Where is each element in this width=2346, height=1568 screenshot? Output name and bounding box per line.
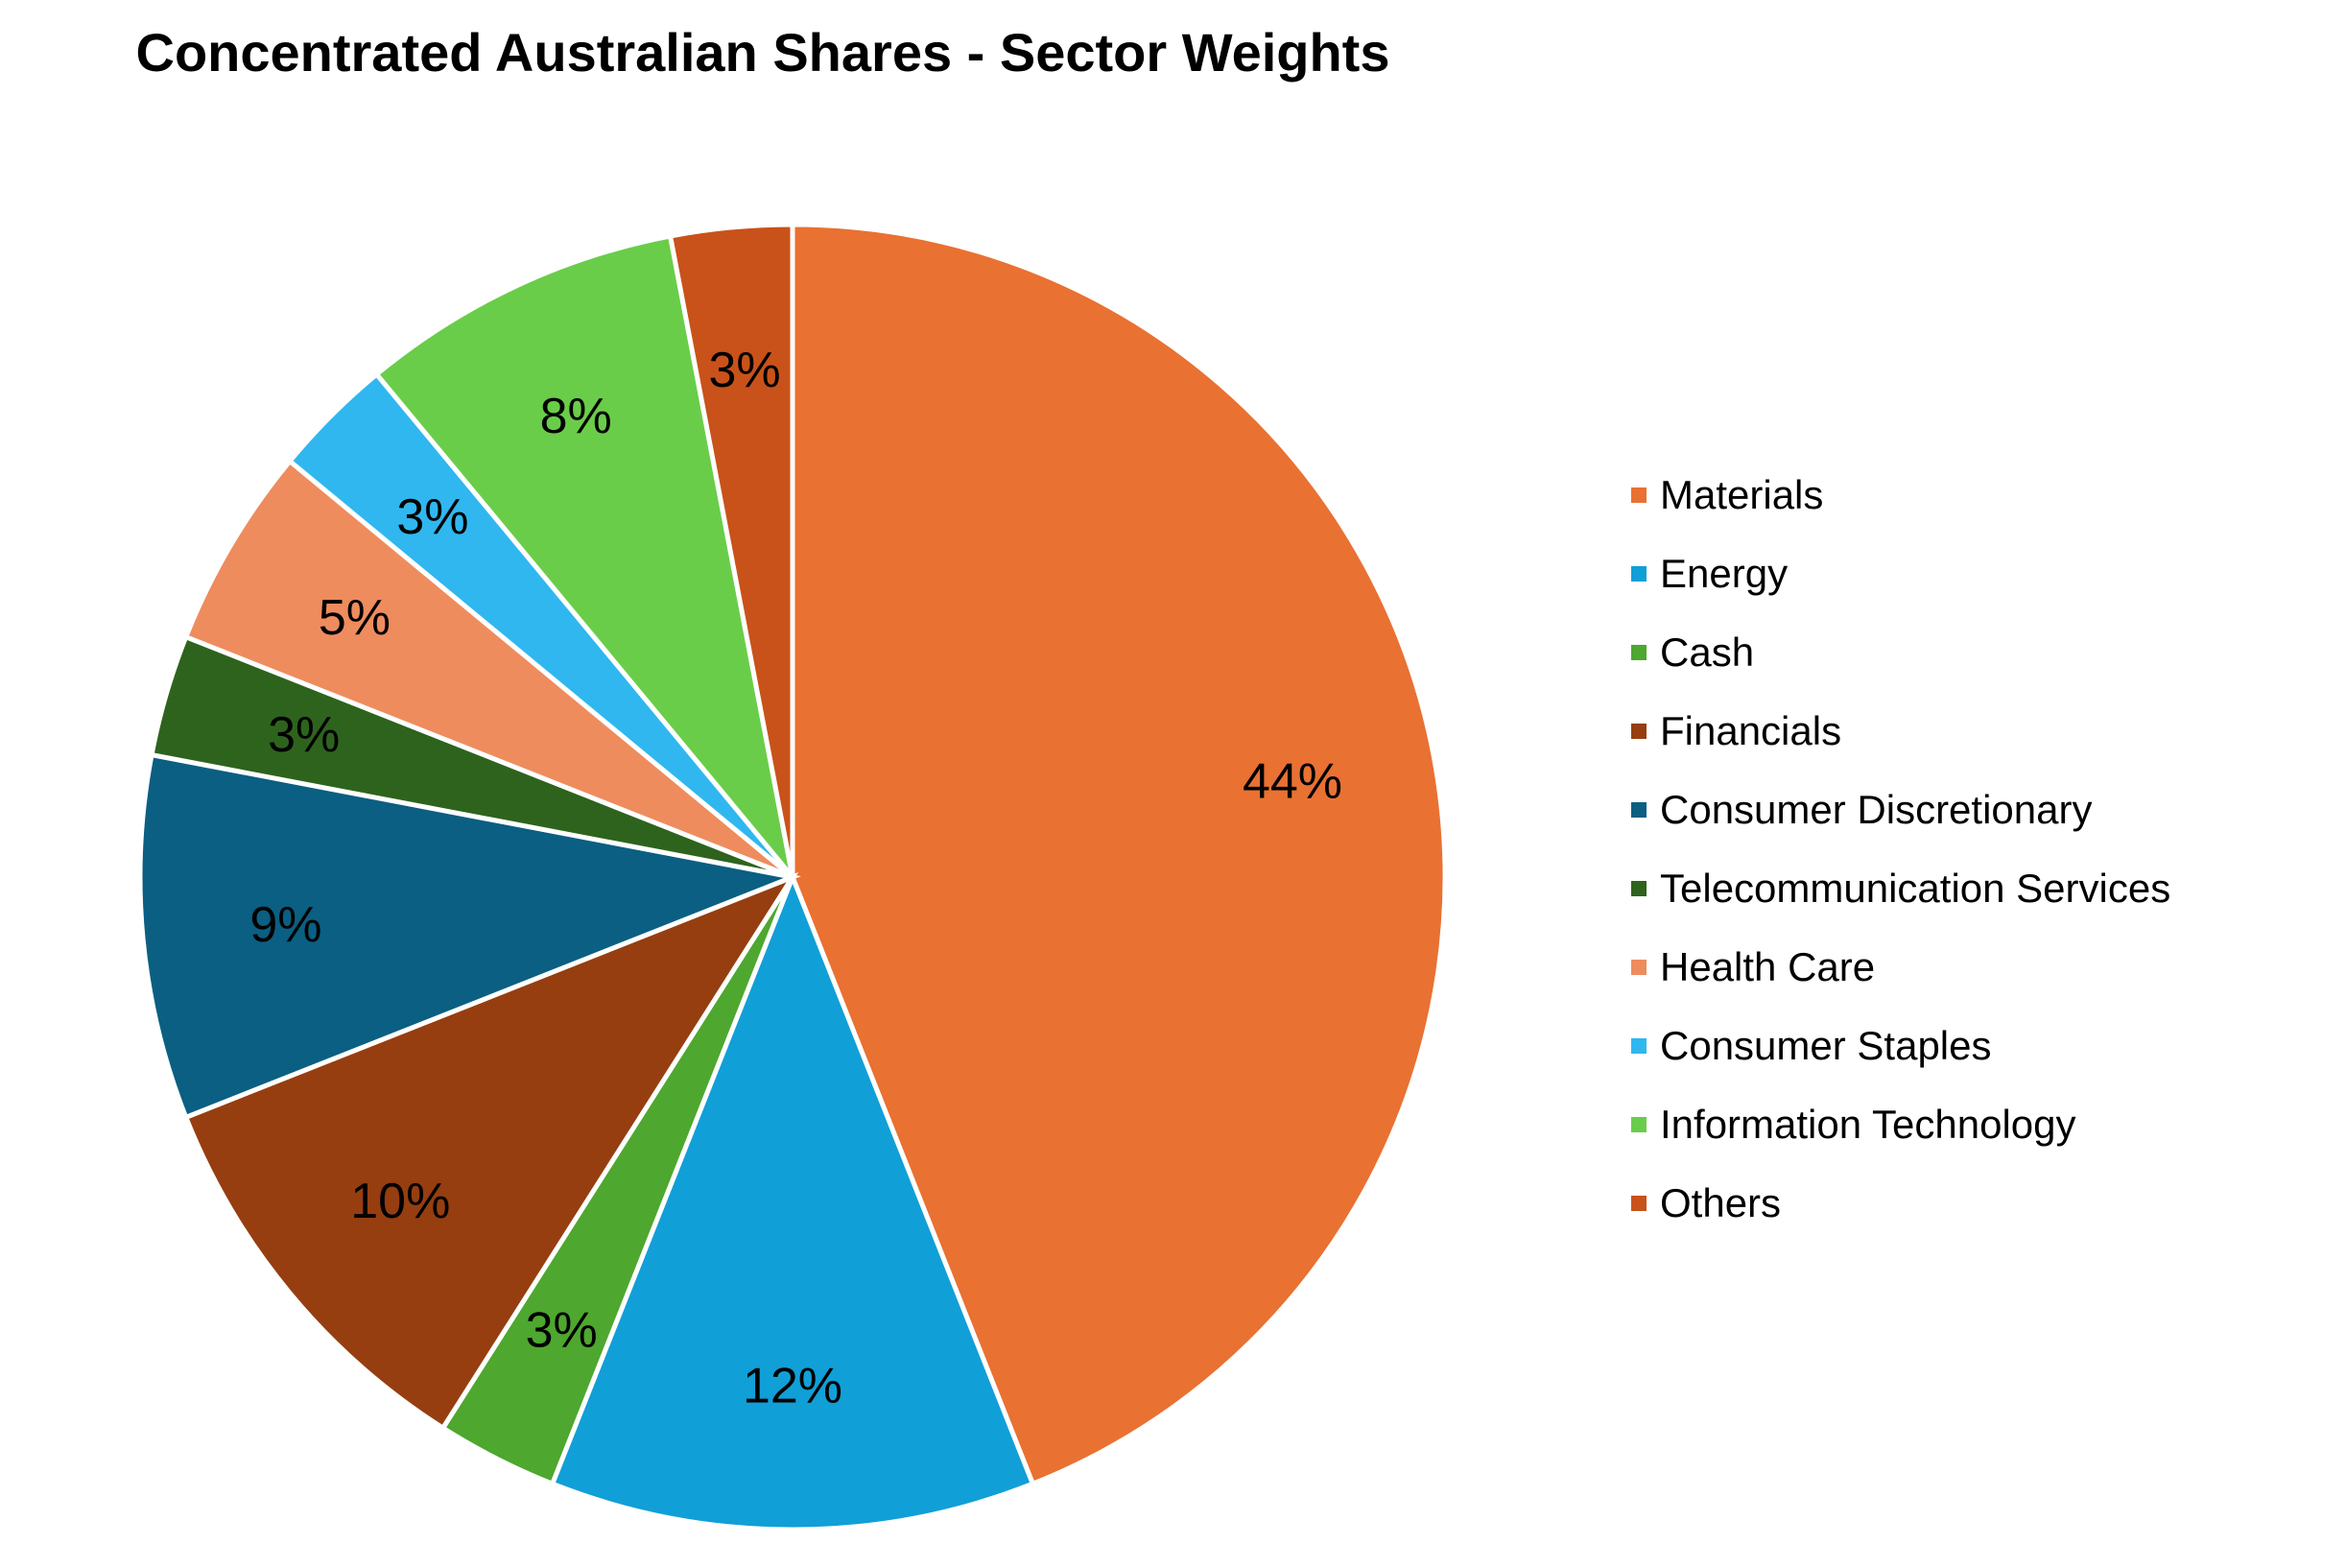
chart-title: Concentrated Australian Shares - Sector …: [135, 22, 1390, 83]
legend-label-health-care: Health Care: [1660, 944, 1876, 989]
legend-item-financials: Financials: [1631, 692, 2170, 771]
legend-item-telecommunication-services: Telecommunication Services: [1631, 849, 2170, 928]
legend-item-cash: Cash: [1631, 613, 2170, 692]
data-label-consumer-staples: 3%: [396, 489, 468, 545]
legend-label-consumer-staples: Consumer Staples: [1660, 1023, 1992, 1068]
legend-swatch-consumer-discretionary: [1631, 802, 1647, 818]
data-label-information-technology: 8%: [540, 389, 612, 444]
pie-slice-materials: [790, 222, 1448, 1487]
legend: Materials Energy Cash Financials Consumer Di…: [1631, 456, 2170, 1243]
legend-label-cash: Cash: [1660, 630, 1755, 675]
legend-item-health-care: Health Care: [1631, 928, 2170, 1007]
legend-label-financials: Financials: [1660, 708, 1842, 753]
data-label-materials: 44%: [1243, 754, 1342, 810]
legend-swatch-health-care: [1631, 960, 1647, 975]
legend-swatch-information-technology: [1631, 1117, 1647, 1132]
pie-slice-consumer-discretionary: [137, 751, 801, 1121]
pie-slice-health-care: [182, 458, 794, 880]
legend-swatch-others: [1631, 1196, 1647, 1211]
legend-swatch-cash: [1631, 645, 1647, 660]
legend-label-energy: Energy: [1660, 551, 1789, 596]
data-label-telecommunication-services: 3%: [268, 707, 340, 763]
legend-swatch-consumer-staples: [1631, 1038, 1647, 1054]
legend-item-energy: Energy: [1631, 535, 2170, 613]
legend-item-information-technology: Information Technology: [1631, 1085, 2170, 1164]
data-label-financials: 10%: [350, 1174, 450, 1229]
pie-slice-others: [667, 222, 795, 878]
data-label-others: 3%: [709, 343, 781, 398]
legend-item-consumer-discretionary: Consumer Discretionary: [1631, 771, 2170, 849]
pie-slice-financials: [182, 871, 799, 1432]
legend-item-others: Others: [1631, 1164, 2170, 1243]
pie-slices: [137, 222, 1448, 1532]
legend-swatch-telecommunication-services: [1631, 881, 1647, 896]
legend-item-consumer-staples: Consumer Staples: [1631, 1007, 2170, 1085]
legend-label-others: Others: [1660, 1180, 1782, 1225]
pie-slice-energy: [549, 870, 1036, 1532]
legend-label-telecommunication-services: Telecommunication Services: [1660, 866, 2171, 911]
legend-label-information-technology: Information Technology: [1660, 1102, 2076, 1147]
legend-item-materials: Materials: [1631, 456, 2170, 535]
pie-data-labels: 44%12%3%10%9%3%5%3%8%3%: [249, 343, 1342, 1414]
legend-label-consumer-discretionary: Consumer Discretionary: [1660, 787, 2093, 832]
data-label-health-care: 5%: [319, 590, 391, 646]
legend-swatch-financials: [1631, 724, 1647, 739]
pie-slice-information-technology: [373, 233, 795, 879]
legend-swatch-materials: [1631, 487, 1647, 503]
legend-label-materials: Materials: [1660, 472, 1824, 517]
data-label-cash: 3%: [526, 1303, 598, 1359]
data-label-energy: 12%: [743, 1358, 842, 1414]
data-label-consumer-discretionary: 9%: [249, 897, 321, 953]
legend-swatch-energy: [1631, 566, 1647, 582]
